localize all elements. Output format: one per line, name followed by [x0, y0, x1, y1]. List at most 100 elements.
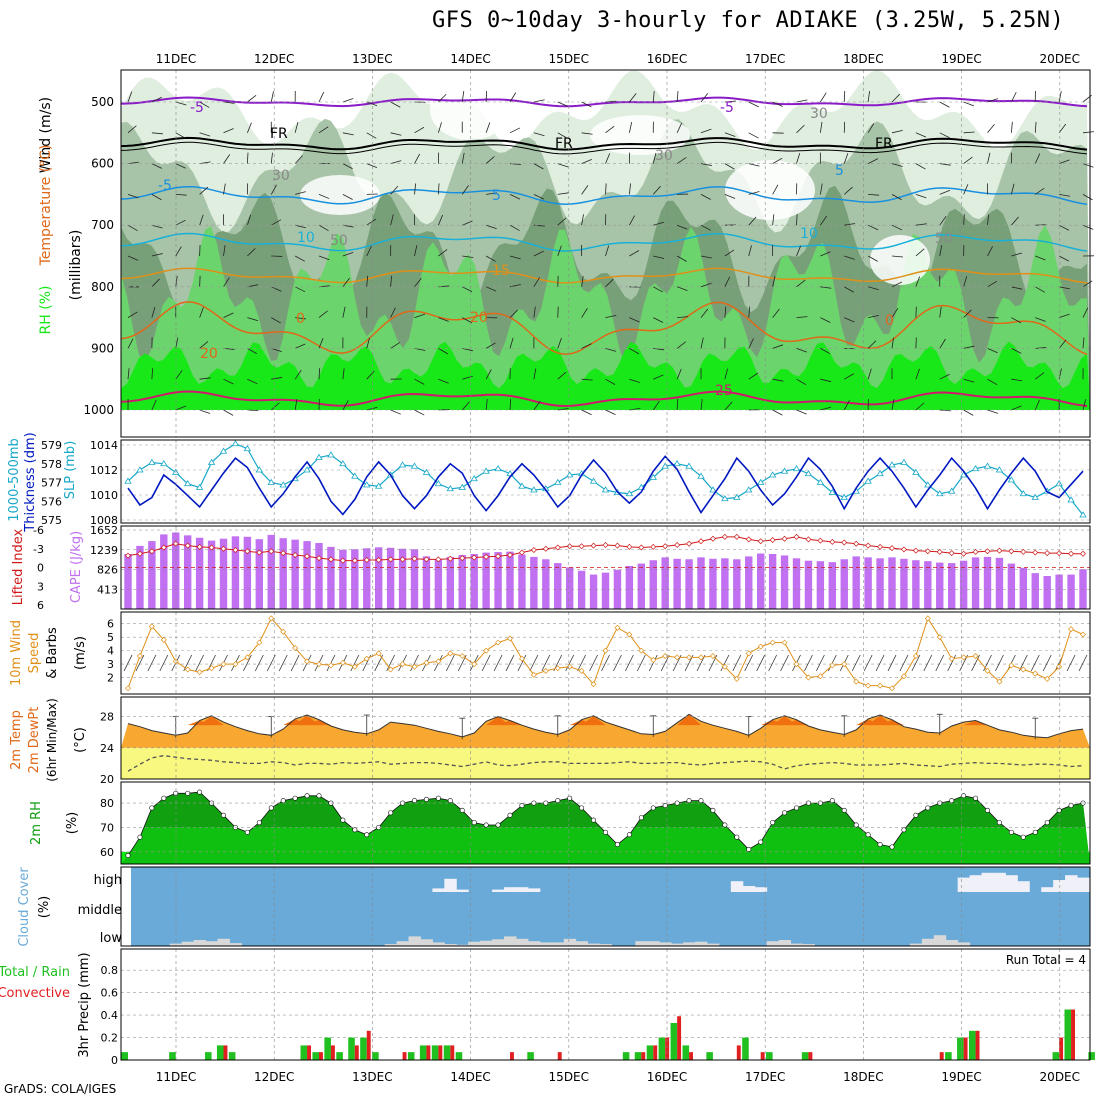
slp-point: [207, 458, 216, 465]
wind-barb: [963, 101, 975, 107]
precip-panel: [121, 969, 1095, 1061]
wind-barb: [724, 163, 735, 170]
wind-barb: [175, 194, 187, 196]
cape-bar: [374, 547, 383, 609]
li-point: [339, 557, 346, 564]
wind-barb: [390, 132, 402, 136]
slp-point: [804, 469, 813, 477]
wind-barb: [796, 409, 807, 415]
slp-point: [136, 466, 144, 473]
precip-conv-bar: [1071, 1009, 1076, 1060]
wind-barb: [175, 246, 182, 257]
contour-label: -5: [190, 100, 204, 116]
wind-barb: [772, 275, 776, 287]
wind-barb: [629, 93, 637, 103]
wind-ytick: 5: [107, 631, 114, 644]
wind-barb: [891, 255, 903, 258]
wind-speed-point: [327, 662, 334, 669]
temp-max-cap: [880, 719, 904, 726]
wind-barb: [390, 101, 401, 108]
cloud-bar: [706, 943, 720, 946]
wind-barb: [1011, 348, 1022, 354]
wind-barb: [533, 194, 544, 200]
slp-point: [864, 477, 872, 484]
wind-barb: [1010, 121, 1013, 133]
li-point: [483, 553, 490, 560]
slp-point: [494, 464, 502, 472]
precip-total-bar: [372, 1052, 379, 1060]
wind-barb: [772, 308, 780, 318]
wind-barb: [844, 223, 856, 226]
cape-bar: [649, 560, 657, 609]
wind-barb: [891, 93, 901, 103]
cloud-bar: [790, 943, 803, 946]
precip-total-bar: [455, 1052, 463, 1060]
precip-conv-bar: [557, 1052, 562, 1060]
wind-speed-point: [280, 628, 287, 635]
li-point: [578, 543, 585, 550]
rh-point: [925, 805, 931, 811]
slp-point: [983, 462, 992, 469]
rh-point: [638, 815, 644, 821]
rh-ytick: 80: [100, 797, 114, 810]
cloud-level-label: high: [94, 873, 122, 888]
wind-speed-point: [912, 653, 919, 660]
li-point: [208, 544, 215, 551]
rh-point: [1044, 820, 1050, 826]
rh-point: [579, 805, 585, 811]
date-label-top: 19DEC: [941, 52, 981, 66]
slp-point: [1031, 493, 1039, 500]
wind-barb: [247, 94, 257, 103]
rh-point: [268, 805, 274, 811]
wind-barb: [485, 255, 496, 262]
li-point: [650, 543, 657, 550]
wind-barb: [581, 101, 592, 108]
wind-barb: [270, 184, 277, 195]
wind-speed-point: [960, 654, 967, 661]
wind-barb: [366, 163, 378, 169]
cloud-bar: [527, 941, 541, 946]
li-point: [244, 548, 251, 555]
wind-barb: [486, 192, 498, 195]
rh-point: [471, 820, 477, 826]
wind-barb: [390, 275, 392, 287]
cape-bar: [936, 562, 944, 609]
wind-speed-point: [423, 659, 430, 666]
contour-20: [120, 301, 1088, 356]
cloud-bar: [396, 941, 410, 946]
wind-barb: [295, 191, 306, 195]
upper-ylabel-temp: Temperature (°C): [38, 145, 54, 267]
temp-fill: [121, 714, 1090, 748]
wind-barb-10m: [529, 654, 539, 672]
wind-barb: [963, 345, 975, 349]
wind-barb: [175, 219, 186, 226]
wind-barb: [414, 313, 426, 318]
date-label-top: 18DEC: [843, 52, 883, 66]
wind-barb: [223, 128, 234, 134]
slp-point: [828, 488, 837, 495]
wind-speed-point: [518, 655, 525, 662]
wind-barb: [318, 91, 325, 103]
wind-barb: [963, 214, 965, 226]
panel-frame-wind: [120, 611, 1091, 695]
wind-barb: [676, 91, 679, 103]
slp-point: [601, 486, 610, 493]
li-ytick: 3: [37, 580, 44, 593]
wind-barb: [318, 224, 329, 232]
wind-barb: [605, 153, 611, 164]
cape-ytick: 413: [97, 583, 118, 596]
wind-barb: [724, 100, 736, 103]
wind-barb: [748, 306, 751, 318]
rh-point: [519, 802, 525, 808]
cape-bar: [971, 557, 980, 609]
li-point: [614, 542, 621, 549]
wind-barb: [509, 127, 521, 134]
wind-barb: [247, 317, 259, 322]
wind-speed-point: [339, 659, 346, 666]
wind-barb: [247, 348, 258, 355]
li-point: [495, 553, 502, 560]
wind-barb: [748, 132, 759, 139]
wind-barb: [867, 158, 879, 164]
wind-barb: [796, 214, 798, 226]
wind-barb: [223, 183, 226, 195]
